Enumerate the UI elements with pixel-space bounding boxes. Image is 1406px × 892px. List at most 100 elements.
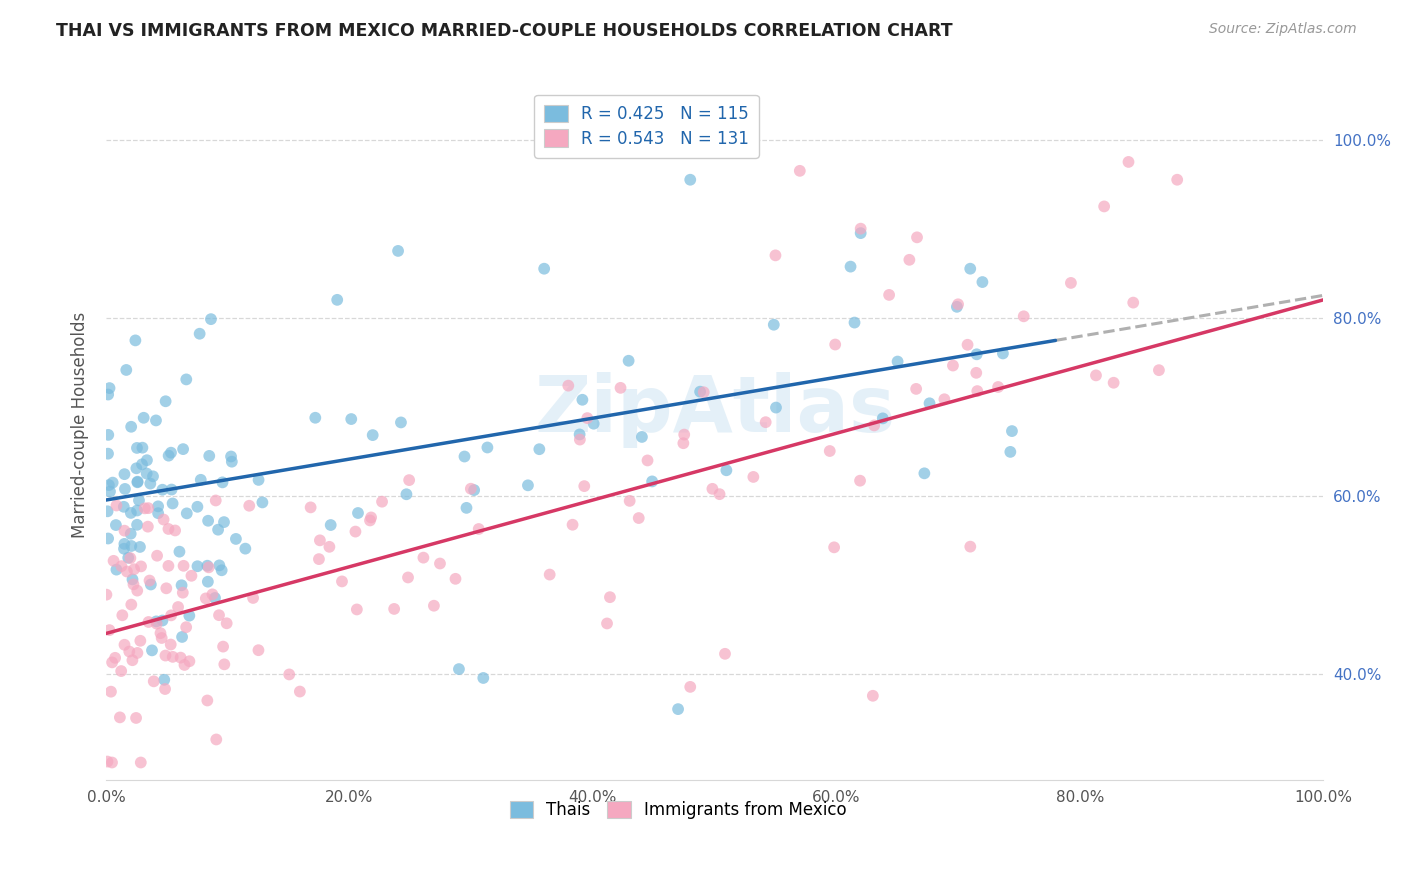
- Point: [557, 378, 579, 392]
- Point: [395, 487, 418, 501]
- Point: [142, 469, 165, 483]
- Point: [136, 519, 159, 533]
- Point: [987, 380, 1010, 394]
- Point: [141, 643, 163, 657]
- Point: [359, 513, 381, 527]
- Point: [304, 410, 326, 425]
- Point: [361, 428, 384, 442]
- Point: [112, 541, 135, 556]
- Point: [172, 442, 194, 456]
- Point: [160, 483, 183, 497]
- Point: [139, 577, 162, 591]
- Point: [596, 616, 619, 631]
- Point: [849, 474, 872, 488]
- Point: [188, 326, 211, 341]
- Point: [97, 532, 120, 546]
- Point: [529, 442, 551, 457]
- Point: [125, 441, 148, 455]
- Point: [347, 506, 370, 520]
- Point: [110, 559, 132, 574]
- Point: [211, 475, 233, 490]
- Point: [571, 392, 593, 407]
- Point: [98, 623, 121, 637]
- Point: [942, 359, 965, 373]
- Point: [898, 252, 921, 267]
- Point: [101, 475, 124, 490]
- Point: [934, 392, 956, 407]
- Point: [627, 511, 650, 525]
- Point: [198, 449, 221, 463]
- Point: [959, 540, 981, 554]
- Point: [673, 427, 696, 442]
- Point: [129, 756, 152, 770]
- Point: [946, 297, 969, 311]
- Point: [145, 616, 167, 631]
- Point: [97, 447, 120, 461]
- Point: [456, 500, 478, 515]
- Point: [1102, 376, 1125, 390]
- Point: [991, 346, 1014, 360]
- Point: [138, 615, 160, 629]
- Point: [959, 261, 981, 276]
- Point: [97, 428, 120, 442]
- Point: [97, 387, 120, 401]
- Point: [247, 473, 270, 487]
- Point: [125, 461, 148, 475]
- Point: [641, 475, 664, 489]
- Point: [1000, 445, 1022, 459]
- Point: [135, 467, 157, 481]
- Point: [956, 338, 979, 352]
- Point: [155, 648, 177, 663]
- Point: [101, 656, 124, 670]
- Point: [219, 450, 242, 464]
- Point: [125, 711, 148, 725]
- Point: [176, 507, 198, 521]
- Point: [824, 337, 846, 351]
- Point: [172, 630, 194, 644]
- Point: [98, 381, 121, 395]
- Point: [197, 574, 219, 589]
- Point: [98, 484, 121, 499]
- Point: [679, 680, 702, 694]
- Point: [344, 524, 367, 539]
- Point: [693, 385, 716, 400]
- Point: [120, 419, 142, 434]
- Point: [128, 493, 150, 508]
- Point: [120, 598, 142, 612]
- Point: [912, 467, 935, 481]
- Point: [120, 506, 142, 520]
- Point: [101, 756, 124, 770]
- Point: [122, 562, 145, 576]
- Point: [818, 444, 841, 458]
- Point: [165, 524, 187, 538]
- Point: [472, 671, 495, 685]
- Point: [318, 540, 340, 554]
- Point: [467, 522, 489, 536]
- Point: [844, 316, 866, 330]
- Point: [1092, 199, 1115, 213]
- Point: [905, 382, 928, 396]
- Point: [124, 334, 146, 348]
- Point: [115, 363, 138, 377]
- Point: [582, 417, 605, 431]
- Point: [139, 476, 162, 491]
- Point: [211, 563, 233, 577]
- Point: [110, 664, 132, 678]
- Point: [447, 662, 470, 676]
- Point: [174, 372, 197, 386]
- Point: [326, 293, 349, 307]
- Point: [105, 499, 128, 513]
- Point: [905, 230, 928, 244]
- Point: [194, 591, 217, 606]
- Point: [252, 495, 274, 509]
- Text: ZipAtlas: ZipAtlas: [534, 372, 896, 448]
- Point: [111, 608, 134, 623]
- Point: [538, 567, 561, 582]
- Point: [247, 643, 270, 657]
- Point: [120, 551, 142, 566]
- Point: [127, 475, 149, 490]
- Point: [212, 515, 235, 529]
- Point: [97, 478, 120, 492]
- Point: [716, 463, 738, 477]
- Point: [382, 602, 405, 616]
